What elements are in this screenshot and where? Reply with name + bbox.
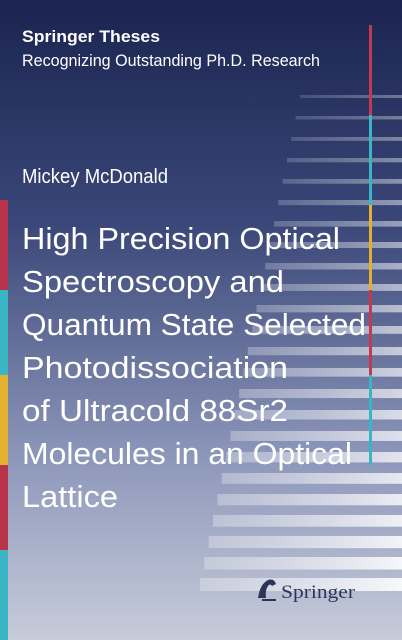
series-subtitle: Recognizing Outstanding Ph.D. Research [22,51,320,70]
title-line: Lattice [22,479,118,514]
stair-step [213,515,402,527]
stripe [369,205,372,290]
stripe [0,200,8,290]
stair-step [221,473,402,484]
right-line [369,25,372,465]
stripe [0,550,8,640]
series-name: Springer Theses [22,27,160,46]
stair-step [208,536,402,549]
stair-step [286,158,402,163]
stair-step [273,221,402,227]
publisher-logo: Springer [258,579,356,603]
stripe [0,290,8,375]
stair-step [243,368,402,377]
author: Mickey McDonald [22,166,168,188]
stair-step [226,452,402,463]
stair-step [291,137,402,141]
stair-step [300,95,402,98]
stripe [0,465,8,550]
title-line: of Ultracold 88Sr2 [22,393,288,428]
stair-step [234,410,402,420]
stair-step [252,326,402,334]
stripe [369,25,372,115]
stair-step [265,263,402,270]
title: High Precision Optical Spectroscopy and … [22,221,366,514]
stair-step [295,116,402,120]
left-stripes [0,200,8,640]
stair-step [217,494,402,506]
stripe [0,375,8,465]
logo-icon [258,579,276,598]
stair-step [247,347,402,356]
stair-step [256,305,402,313]
stair-step [269,242,402,249]
stair-step [230,431,402,441]
publisher: Springer [281,582,356,603]
title-line: Quantum State Selected [22,307,366,342]
stair-step [204,557,402,570]
stair-step [239,389,402,399]
stair-step [282,179,402,184]
title-line: High Precision Optical [22,221,340,256]
stairs [200,95,402,591]
stripe [369,375,372,465]
stripe [369,290,372,375]
title-line: Molecules in an Optical [22,436,352,471]
stripe [369,115,372,205]
title-line: Spectroscopy and [22,264,284,299]
stair-step [260,284,402,291]
stair-step [278,200,402,206]
stair-step [200,578,402,591]
title-line: Photodissociation [22,350,288,385]
